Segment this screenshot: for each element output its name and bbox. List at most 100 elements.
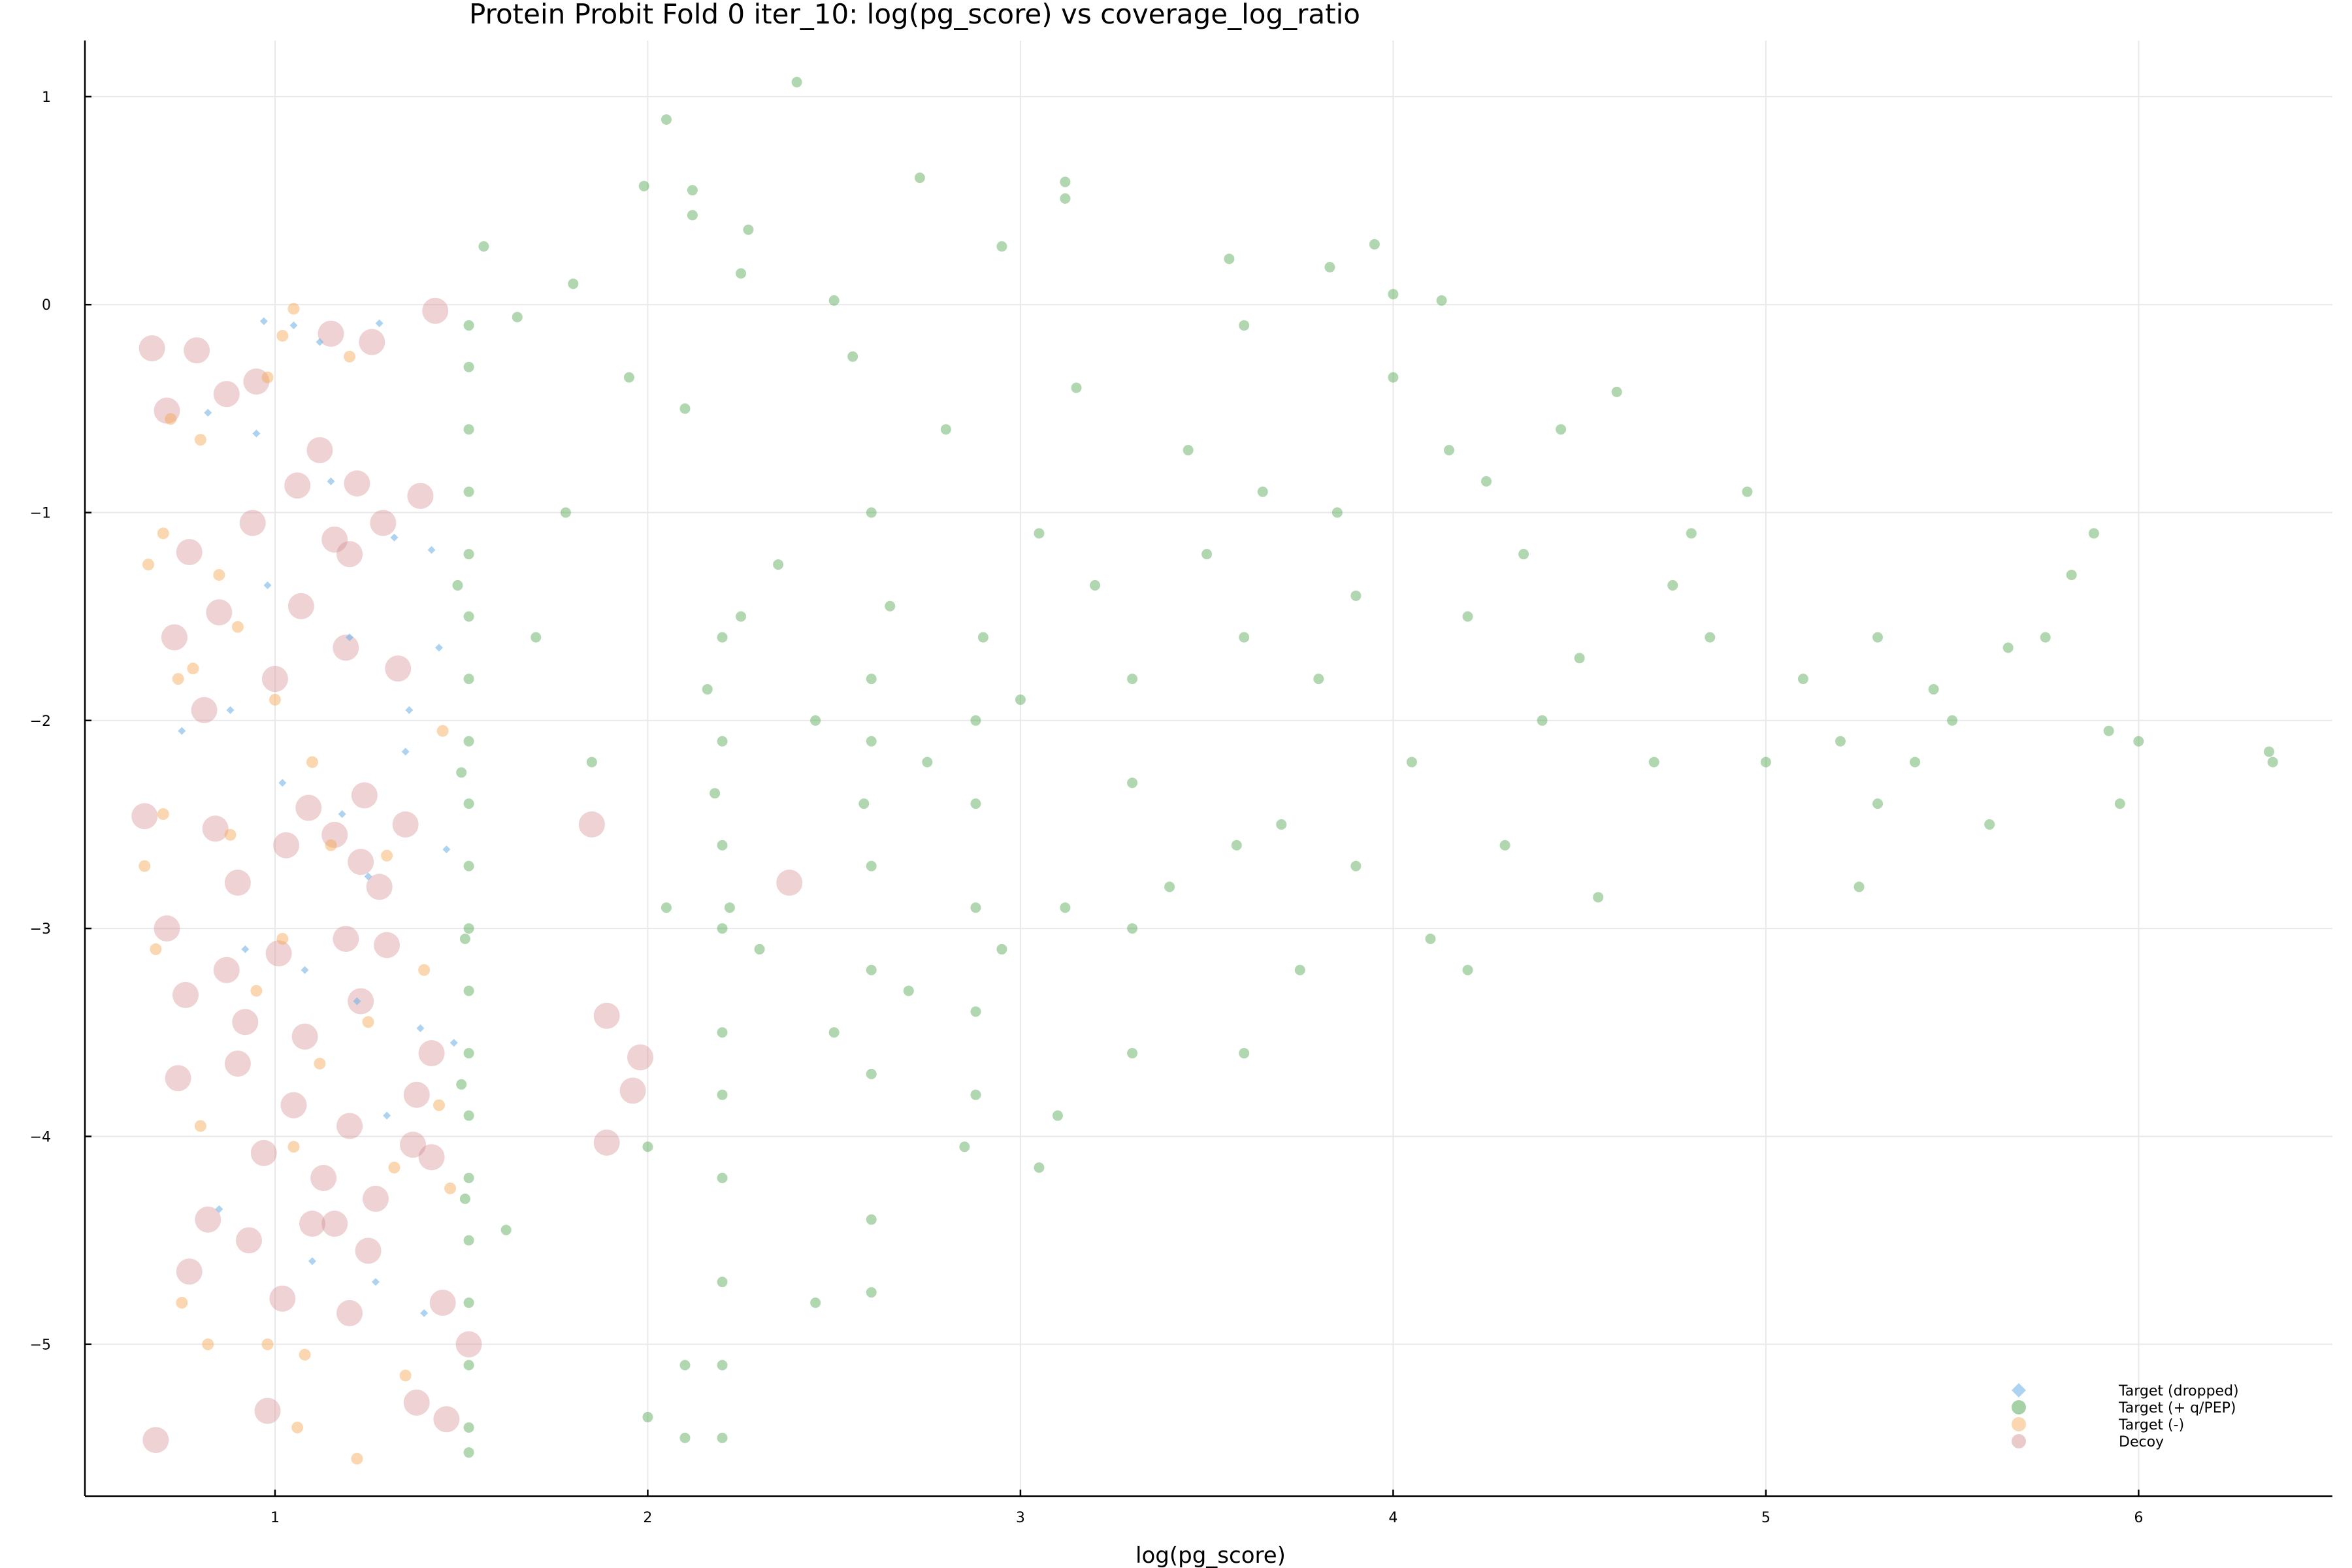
data-point [463,611,474,622]
data-point [194,1120,206,1132]
data-point [885,600,896,612]
data-point [512,312,523,323]
data-point [1294,964,1305,975]
data-point [463,798,474,809]
data-point [858,798,870,809]
data-point [560,507,571,518]
x-tick-label: 6 [2134,1510,2143,1526]
data-point [202,1338,214,1350]
data-point [866,1214,877,1225]
data-point [970,715,981,726]
data-point [191,696,218,723]
data-point [1835,736,1846,747]
data-point [336,1113,363,1139]
data-point [241,945,250,953]
data-point [420,1309,429,1317]
data-point [1060,193,1071,204]
legend-label: Decoy [2119,1434,2164,1450]
legend-label: Target (+ q/PEP) [2118,1400,2236,1416]
data-point [1127,674,1138,685]
data-point [418,1040,445,1067]
data-point [403,1081,430,1108]
data-point [364,872,372,881]
x-tick-label: 3 [1016,1510,1025,1526]
data-point [2103,725,2114,736]
data-point [1481,476,1492,487]
data-point [1231,840,1242,851]
data-point [736,268,747,279]
data-point [586,757,597,768]
data-point [1239,1048,1250,1059]
data-point [914,172,925,184]
data-point [1574,653,1585,664]
data-point [1164,881,1175,892]
data-point [299,1211,325,1237]
data-point [1556,424,1567,435]
data-point [1760,757,1771,768]
data-point [306,756,318,768]
data-point [687,210,698,221]
legend-marker [2012,1417,2026,1431]
data-point [176,538,203,565]
legend-marker [2012,1434,2026,1448]
data-point [776,870,803,896]
data-point [996,943,1007,955]
data-point [195,1206,221,1233]
data-point [1224,253,1235,265]
y-tick-label: −2 [30,713,51,730]
data-point [1090,580,1101,591]
data-point [463,1048,474,1059]
data-point [1611,386,1622,397]
data-point [291,1421,304,1433]
legend-label: Target (-) [2118,1417,2184,1433]
data-point [366,874,393,900]
data-point [1686,528,1697,539]
data-point [1313,674,1324,685]
data-point [866,674,877,685]
data-point [442,845,451,854]
data-point [295,794,322,821]
data-point [687,185,698,196]
data-point [810,715,821,726]
data-point [463,361,474,372]
data-point [717,1432,728,1443]
data-point [418,1144,445,1171]
data-point [243,368,270,395]
data-point [568,278,579,289]
data-point [463,1297,474,1308]
data-point [381,849,393,862]
data-point [717,632,728,643]
data-point [1537,715,1548,726]
data-point [2002,642,2014,653]
data-point [1854,881,1865,892]
data-point [236,1227,263,1254]
x-tick-label: 4 [1388,1510,1397,1526]
data-point [717,840,728,851]
data-point [866,964,877,975]
data-point [400,1132,427,1158]
data-point [371,1278,380,1286]
data-point [390,533,399,542]
data-point [370,510,397,536]
data-point [172,673,184,685]
data-point [679,1432,691,1443]
data-point [455,1331,482,1358]
data-point [593,1129,620,1156]
data-point [717,1360,728,1371]
data-point [362,1185,389,1212]
data-point [1369,238,1380,250]
data-point [578,811,605,838]
data-point [1872,632,1884,643]
data-point [1331,507,1343,518]
data-point [422,297,449,324]
data-point [433,1406,460,1433]
data-point [418,964,431,976]
data-point [754,943,765,955]
tick-labels: 1 2 3 4 5 6 1 0 −1 −2 −3 −4 −5 [30,90,2144,1526]
axes [84,41,2332,1497]
data-point [500,1224,512,1235]
data-point [346,633,354,642]
data-point [204,408,212,417]
data-point [1462,611,1473,622]
